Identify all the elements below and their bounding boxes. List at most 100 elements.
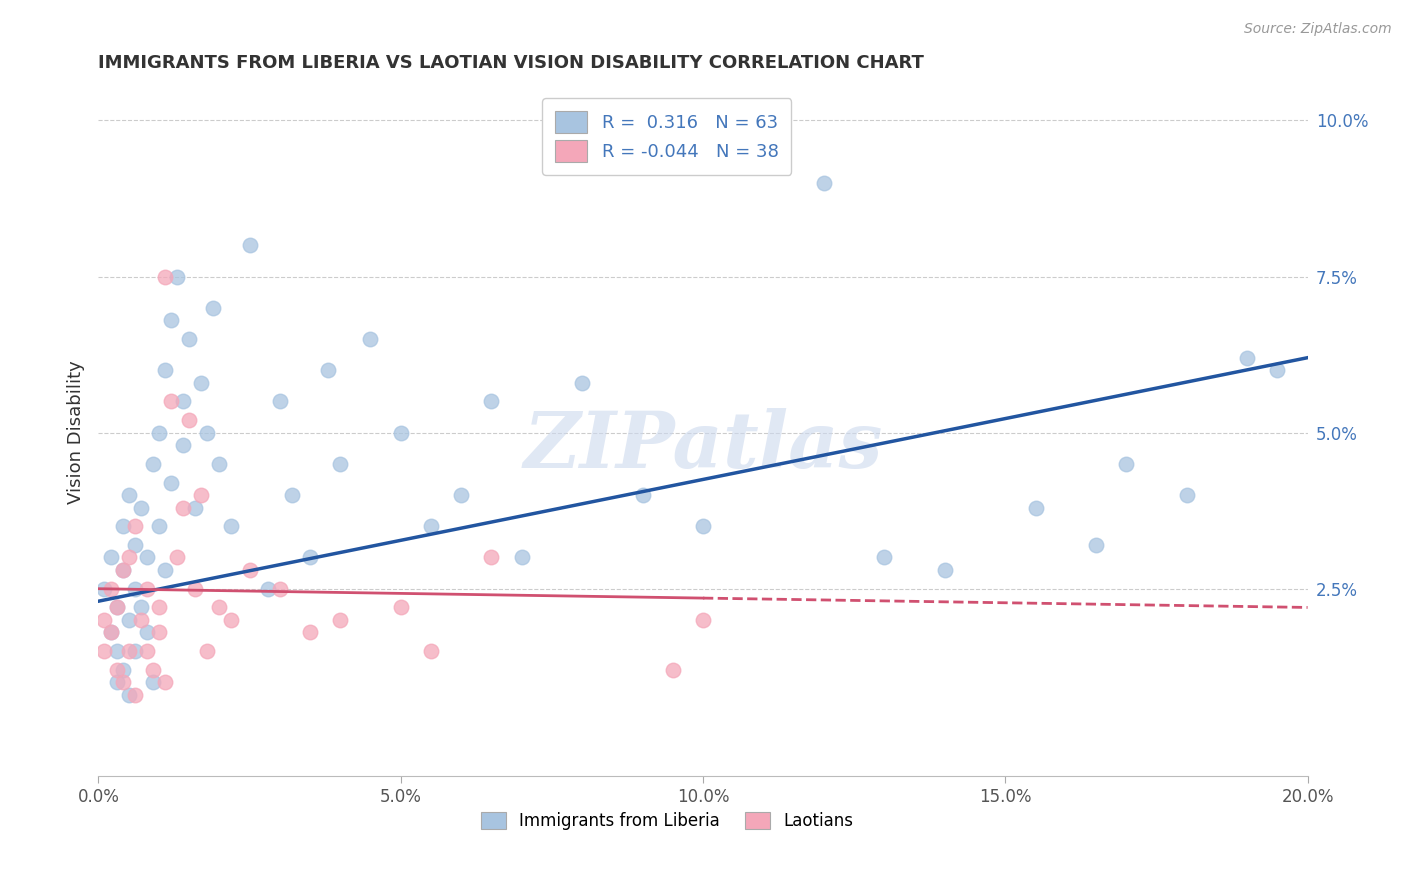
Point: [172, 394, 194, 409]
Point: [190, 488, 212, 502]
Point: [389, 600, 412, 615]
Point: [100, 582, 122, 596]
Point: [281, 488, 304, 502]
Point: [813, 176, 835, 190]
Point: [329, 457, 352, 471]
Point: [100, 550, 122, 565]
Point: [160, 475, 183, 490]
Point: [934, 563, 956, 577]
Point: [148, 625, 170, 640]
Point: [184, 582, 207, 596]
Point: [1267, 363, 1289, 377]
Point: [1236, 351, 1258, 365]
Point: [135, 625, 157, 640]
Text: IMMIGRANTS FROM LIBERIA VS LAOTIAN VISION DISABILITY CORRELATION CHART: IMMIGRANTS FROM LIBERIA VS LAOTIAN VISIO…: [98, 54, 924, 72]
Point: [153, 363, 176, 377]
Point: [118, 613, 141, 627]
Point: [93, 613, 115, 627]
Point: [450, 488, 472, 502]
Y-axis label: Vision Disability: Vision Disability: [66, 360, 84, 505]
Point: [420, 519, 443, 533]
Point: [221, 519, 243, 533]
Point: [1175, 488, 1198, 502]
Point: [481, 550, 503, 565]
Point: [299, 550, 322, 565]
Point: [195, 425, 218, 440]
Legend: Immigrants from Liberia, Laotians: Immigrants from Liberia, Laotians: [474, 805, 859, 837]
Point: [571, 376, 593, 390]
Point: [184, 500, 207, 515]
Point: [166, 550, 188, 565]
Point: [124, 644, 146, 658]
Point: [202, 301, 225, 315]
Point: [124, 582, 146, 596]
Point: [1024, 500, 1046, 515]
Point: [661, 663, 683, 677]
Point: [631, 488, 654, 502]
Text: Source: ZipAtlas.com: Source: ZipAtlas.com: [1244, 22, 1392, 37]
Point: [299, 625, 322, 640]
Point: [239, 563, 262, 577]
Point: [105, 600, 128, 615]
Point: [111, 519, 134, 533]
Text: ZIPatlas: ZIPatlas: [523, 409, 883, 484]
Point: [124, 688, 146, 702]
Point: [148, 425, 170, 440]
Point: [105, 663, 128, 677]
Point: [239, 238, 262, 252]
Point: [179, 413, 201, 427]
Point: [135, 644, 157, 658]
Point: [129, 613, 152, 627]
Point: [148, 519, 170, 533]
Point: [1115, 457, 1137, 471]
Point: [172, 438, 194, 452]
Point: [172, 500, 194, 515]
Point: [269, 582, 291, 596]
Point: [873, 550, 896, 565]
Point: [360, 332, 382, 346]
Point: [111, 563, 134, 577]
Point: [142, 663, 165, 677]
Point: [510, 550, 533, 565]
Point: [142, 675, 165, 690]
Point: [160, 313, 183, 327]
Point: [481, 394, 503, 409]
Point: [316, 363, 339, 377]
Point: [135, 550, 157, 565]
Point: [420, 644, 443, 658]
Point: [105, 675, 128, 690]
Point: [118, 550, 141, 565]
Point: [179, 332, 201, 346]
Point: [142, 457, 165, 471]
Point: [129, 500, 152, 515]
Point: [111, 675, 134, 690]
Point: [269, 394, 291, 409]
Point: [160, 394, 183, 409]
Point: [221, 613, 243, 627]
Point: [752, 145, 775, 159]
Point: [129, 600, 152, 615]
Point: [208, 600, 231, 615]
Point: [100, 625, 122, 640]
Point: [166, 269, 188, 284]
Point: [124, 519, 146, 533]
Point: [111, 663, 134, 677]
Point: [105, 600, 128, 615]
Point: [1085, 538, 1108, 552]
Point: [135, 582, 157, 596]
Point: [256, 582, 278, 596]
Point: [153, 675, 176, 690]
Point: [93, 582, 115, 596]
Point: [195, 644, 218, 658]
Point: [329, 613, 352, 627]
Point: [153, 269, 176, 284]
Point: [111, 563, 134, 577]
Point: [208, 457, 231, 471]
Point: [105, 644, 128, 658]
Point: [118, 688, 141, 702]
Point: [153, 563, 176, 577]
Point: [389, 425, 412, 440]
Point: [692, 613, 714, 627]
Point: [93, 644, 115, 658]
Point: [118, 488, 141, 502]
